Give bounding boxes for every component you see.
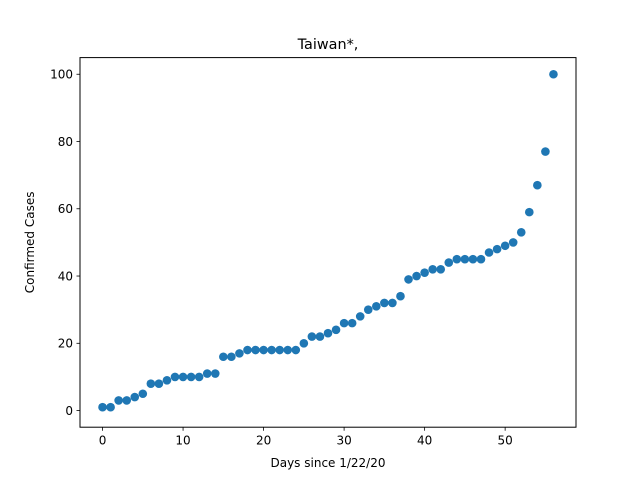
data-point bbox=[452, 254, 462, 264]
data-point bbox=[227, 352, 236, 362]
data-point bbox=[484, 248, 494, 257]
data-point bbox=[420, 268, 429, 277]
y-axis-label: Confirmed Cases bbox=[23, 192, 37, 294]
data-point bbox=[162, 375, 172, 385]
data-point bbox=[460, 254, 470, 264]
data-point bbox=[524, 207, 534, 217]
x-tick-label: 10 bbox=[175, 434, 190, 448]
data-point bbox=[146, 379, 156, 388]
x-tick-label: 20 bbox=[256, 434, 271, 448]
y-axis: 0 20 40 60 80 100 bbox=[50, 68, 80, 418]
data-point bbox=[251, 345, 260, 355]
data-point bbox=[122, 396, 132, 405]
y-tick-label: 0 bbox=[65, 404, 73, 418]
data-point bbox=[412, 271, 421, 281]
data-point bbox=[533, 180, 542, 190]
data-point bbox=[299, 338, 309, 348]
data-point bbox=[243, 345, 252, 355]
data-point bbox=[267, 345, 276, 355]
data-point bbox=[315, 332, 325, 341]
data-point bbox=[138, 389, 148, 399]
y-tick-label: 60 bbox=[58, 202, 73, 216]
data-point bbox=[541, 147, 550, 156]
data-point bbox=[476, 254, 486, 264]
data-point bbox=[380, 298, 389, 308]
data-point bbox=[130, 392, 140, 402]
data-point bbox=[259, 345, 268, 355]
data-point bbox=[154, 379, 164, 388]
data-point bbox=[98, 402, 107, 412]
data-point bbox=[355, 312, 365, 321]
x-tick-label: 0 bbox=[99, 434, 107, 448]
data-point bbox=[331, 325, 341, 335]
data-point bbox=[307, 332, 317, 341]
chart-title: Taiwan*, bbox=[297, 37, 359, 53]
data-point bbox=[219, 352, 228, 362]
data-point bbox=[372, 301, 381, 311]
x-axis-label: Days since 1/22/20 bbox=[270, 456, 385, 470]
data-point bbox=[194, 372, 204, 382]
data-point bbox=[178, 372, 188, 382]
data-point bbox=[283, 345, 293, 355]
data-point bbox=[339, 318, 349, 328]
data-point bbox=[436, 265, 446, 274]
data-point bbox=[363, 305, 373, 314]
x-tick-label: 50 bbox=[498, 434, 513, 448]
data-point bbox=[492, 244, 502, 254]
data-point bbox=[428, 265, 437, 274]
data-point bbox=[388, 298, 397, 308]
data-point bbox=[210, 369, 220, 378]
data-point bbox=[347, 318, 357, 328]
data-point bbox=[516, 228, 526, 237]
data-point bbox=[404, 275, 413, 284]
data-point bbox=[275, 345, 284, 355]
data-point bbox=[235, 349, 244, 358]
data-point bbox=[500, 241, 510, 251]
plot-frame bbox=[79, 57, 577, 428]
data-point bbox=[444, 258, 454, 267]
x-tick-label: 30 bbox=[336, 434, 351, 448]
y-tick-label: 100 bbox=[50, 68, 73, 82]
y-tick-label: 40 bbox=[58, 269, 73, 283]
data-point bbox=[291, 345, 301, 355]
data-point bbox=[468, 254, 478, 264]
x-tick-label: 40 bbox=[417, 434, 432, 448]
y-tick-label: 20 bbox=[58, 337, 73, 351]
x-axis: 0 10 20 30 40 50 bbox=[99, 427, 513, 448]
data-point bbox=[396, 291, 405, 301]
data-point bbox=[508, 238, 518, 247]
data-point bbox=[114, 396, 123, 405]
data-points bbox=[98, 69, 558, 412]
data-point bbox=[202, 369, 212, 378]
y-tick-label: 80 bbox=[58, 135, 73, 149]
data-point bbox=[549, 69, 558, 79]
data-point bbox=[170, 372, 180, 382]
data-point bbox=[106, 402, 115, 412]
data-point bbox=[323, 328, 333, 338]
data-point bbox=[186, 372, 196, 382]
